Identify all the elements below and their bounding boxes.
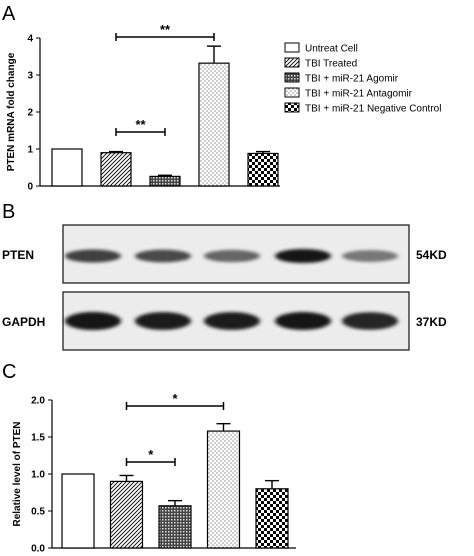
significance-label: ** xyxy=(135,117,146,132)
y-tick-label: 0.0 xyxy=(31,544,45,555)
blot-band xyxy=(135,249,191,263)
blot-band xyxy=(275,312,331,330)
y-tick-label: 4 xyxy=(27,34,33,45)
legend-swatch xyxy=(284,42,300,53)
y-axis-label: PTEN mRNA fold change xyxy=(6,52,17,171)
bar xyxy=(158,505,192,549)
blot-protein-label: GAPDH xyxy=(2,315,45,329)
panel-label-a: A xyxy=(2,3,16,25)
y-tick-label: 0 xyxy=(27,182,33,193)
legend-label: Untreat Cell xyxy=(305,44,358,55)
blot-size-label: 37KD xyxy=(416,315,447,329)
y-tick-label: 1 xyxy=(27,145,33,156)
blot-size-label: 54KD xyxy=(416,248,447,262)
y-tick-label: 1.5 xyxy=(31,433,45,444)
bar xyxy=(100,152,132,187)
y-tick-label: 3 xyxy=(27,71,33,82)
significance-label: ** xyxy=(160,22,171,37)
bar xyxy=(198,62,230,187)
legend-swatch xyxy=(284,57,300,68)
bar xyxy=(109,480,144,549)
bar xyxy=(149,175,181,187)
blot-band xyxy=(65,249,121,263)
panel-label-c: C xyxy=(2,361,16,383)
blot-band xyxy=(342,250,398,262)
legend-label: TBI + miR-21 Negative Control xyxy=(305,104,441,115)
legend-label: TBI Treated xyxy=(305,59,357,70)
legend-label: TBI + miR-21 Antagomir xyxy=(305,89,413,100)
y-tick-label: 1.0 xyxy=(31,470,45,481)
blot-band xyxy=(65,312,121,330)
y-axis-label: Relative level of PTEN xyxy=(12,421,23,526)
legend-label: TBI + miR-21 Agomir xyxy=(305,74,399,85)
blot-band xyxy=(204,312,260,330)
bar xyxy=(247,152,279,187)
significance-label: * xyxy=(148,447,154,462)
legend: Untreat Cell TBI Treated TBI + miR-21 Agom… xyxy=(284,42,441,115)
legend-swatch xyxy=(284,72,300,83)
significance-label: * xyxy=(172,391,178,406)
bar xyxy=(61,473,95,549)
chart-c: 0.0 0.5 1.0 1.5 2.0 Relative level of PTEN * * xyxy=(12,391,296,555)
chart-a: 0 1 2 3 4 PTEN mRNA fold change ** ** xyxy=(6,22,280,193)
blot-band xyxy=(135,312,191,330)
blot-band xyxy=(342,312,398,330)
blot-band xyxy=(204,249,260,263)
y-tick-label: 0.5 xyxy=(31,507,45,518)
blot-band xyxy=(275,249,331,263)
legend-swatch xyxy=(284,87,300,98)
y-tick-label: 2 xyxy=(27,108,33,119)
bar xyxy=(206,430,241,549)
blot-protein-label: PTEN xyxy=(2,248,34,262)
western-blot: PTEN 54KD GAPDH 37KD xyxy=(2,224,447,351)
y-tick-label: 2.0 xyxy=(31,396,45,407)
bar xyxy=(255,488,289,549)
panel-label-b: B xyxy=(2,201,15,223)
legend-swatch xyxy=(284,102,300,113)
bar xyxy=(51,148,83,187)
